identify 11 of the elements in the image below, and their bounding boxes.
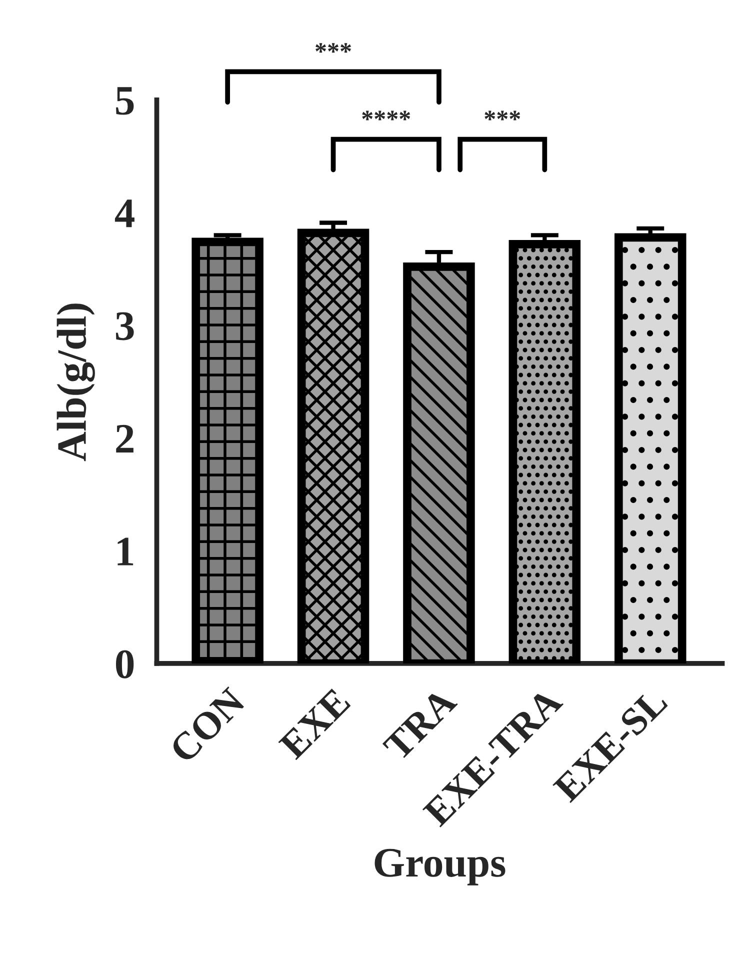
text: *** [316,43,351,53]
y-tick-label: 0 [116,650,134,678]
annotation: *** [484,110,520,120]
y-tick-label: 3 [116,312,134,340]
annotation: **** [362,110,410,120]
x-axis-title: Groups [374,848,506,886]
y-tick-label: 4 [114,200,134,228]
y-tick-label: 5 [116,87,134,115]
y-axis-title: Alb(g/dl) [56,304,95,462]
y-tick-label: 1 [118,538,134,566]
y-tick-label: 2 [116,424,134,453]
